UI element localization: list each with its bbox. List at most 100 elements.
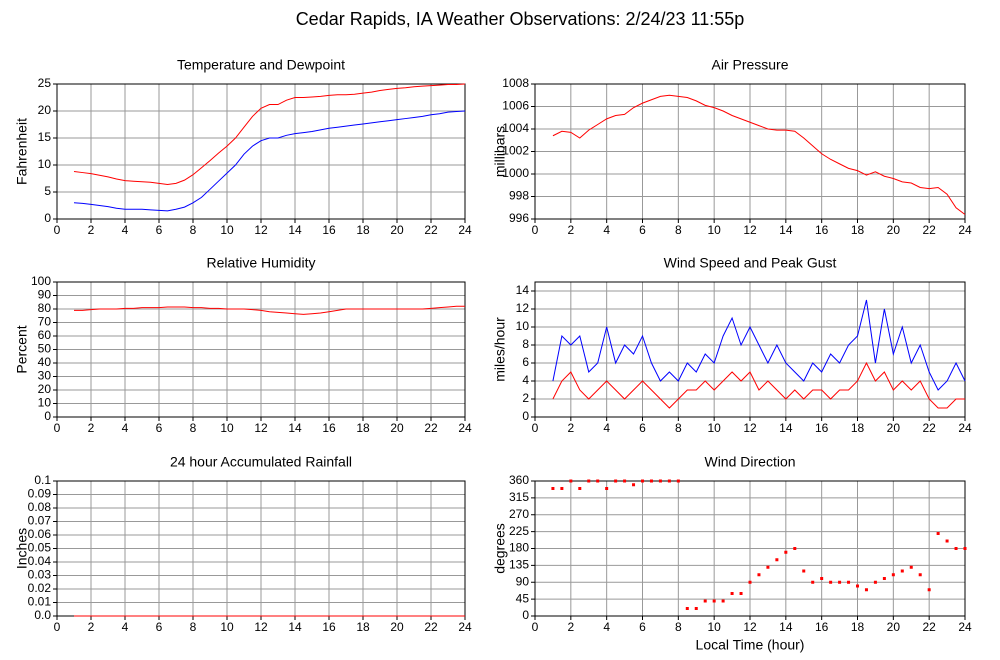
data-point [838, 580, 842, 584]
data-line [73, 110, 466, 212]
x-tick-label: 2 [567, 421, 574, 435]
x-tick-label: 22 [922, 223, 936, 237]
plot-frame [534, 281, 966, 418]
data-point [694, 607, 698, 610]
y-tick-label: 15 [38, 130, 52, 144]
y-tick-label: 1000 [502, 166, 529, 180]
x-tick-label: 16 [815, 223, 829, 237]
x-tick-label: 6 [156, 421, 163, 435]
x-tick-label: 12 [254, 620, 268, 634]
data-point [963, 547, 967, 550]
x-tick-label: 24 [458, 620, 472, 634]
y-tick-label: 1002 [502, 144, 529, 158]
y-tick-label: 60 [38, 328, 52, 342]
x-tick-label: 16 [322, 223, 336, 237]
x-tick-label: 22 [424, 620, 438, 634]
x-tick-label: 18 [851, 223, 865, 237]
y-tick-label: 20 [38, 382, 52, 396]
y-axis-label: Percent [14, 325, 30, 373]
y-tick-label: 270 [509, 507, 529, 521]
x-tick-label: 24 [458, 421, 472, 435]
data-point [811, 580, 815, 584]
data-point [891, 573, 895, 577]
x-tick-label: 6 [639, 620, 646, 634]
y-tick-label: 180 [509, 541, 529, 555]
y-tick-label: 0 [44, 211, 51, 225]
x-tick-label: 18 [356, 223, 370, 237]
y-tick-label: 225 [509, 524, 529, 538]
x-tick-label: 16 [322, 421, 336, 435]
plot-frame [56, 83, 466, 220]
y-axis-label: Inches [14, 528, 30, 569]
y-tick-label: 10 [38, 396, 52, 410]
y-tick-label: 0.1 [34, 473, 51, 487]
data-point [623, 479, 627, 483]
y-tick-label: 4 [522, 373, 529, 387]
y-tick-label: 30 [38, 369, 52, 383]
data-point [864, 588, 868, 592]
data-point [927, 588, 931, 592]
chart-title: Air Pressure [711, 57, 788, 73]
y-axis-label: miles/hour [492, 317, 508, 382]
y-tick-label: 135 [509, 558, 529, 572]
x-tick-label: 8 [190, 620, 197, 634]
data-line [552, 361, 965, 409]
x-tick-label: 14 [779, 421, 793, 435]
y-tick-label: 40 [38, 355, 52, 369]
data-line [73, 83, 466, 185]
data-point [685, 607, 689, 610]
y-tick-label: 10 [516, 319, 530, 333]
x-tick-label: 12 [743, 620, 757, 634]
y-tick-label: 25 [38, 76, 52, 90]
chart-title: Wind Speed and Peak Gust [664, 255, 837, 271]
x-tick-label: 14 [288, 223, 302, 237]
x-tick-label: 4 [603, 421, 610, 435]
x-tick-label: 10 [707, 223, 721, 237]
x-tick-label: 22 [424, 223, 438, 237]
x-tick-label: 0 [532, 421, 539, 435]
y-tick-label: 0.01 [28, 595, 52, 609]
data-point [945, 539, 949, 543]
x-tick-label: 6 [639, 421, 646, 435]
data-line [552, 299, 966, 391]
x-tick-label: 4 [603, 620, 610, 634]
x-tick-label: 20 [390, 421, 404, 435]
x-tick-label: 0 [532, 223, 539, 237]
x-tick-label: 20 [390, 223, 404, 237]
data-point [918, 573, 922, 577]
data-point [936, 532, 940, 535]
y-tick-label: 2 [522, 391, 529, 405]
data-point [551, 487, 555, 490]
x-tick-label: 12 [254, 421, 268, 435]
x-tick-label: 12 [743, 223, 757, 237]
x-tick-label: 24 [958, 223, 972, 237]
y-tick-label: 50 [38, 342, 52, 356]
x-axis-label: Local Time (hour) [696, 637, 805, 653]
data-point [667, 479, 671, 483]
y-tick-label: 996 [509, 211, 529, 225]
data-point [766, 565, 770, 569]
x-tick-label: 14 [288, 421, 302, 435]
y-tick-label: 0.07 [28, 514, 52, 528]
y-tick-label: 0.05 [28, 541, 52, 555]
y-tick-label: 0 [522, 409, 529, 423]
data-point [748, 580, 752, 584]
y-tick-label: 0.03 [28, 568, 52, 582]
x-tick-label: 4 [122, 620, 129, 634]
y-tick-label: 0.09 [28, 487, 52, 501]
y-tick-label: 100 [31, 274, 51, 288]
data-point [775, 558, 779, 562]
y-tick-label: 1008 [502, 76, 529, 90]
x-tick-label: 22 [922, 620, 936, 634]
x-tick-label: 14 [288, 620, 302, 634]
y-tick-label: 90 [516, 574, 530, 588]
data-point [900, 569, 904, 573]
x-tick-label: 12 [743, 421, 757, 435]
data-point [793, 547, 797, 550]
x-tick-label: 14 [779, 620, 793, 634]
data-point [856, 584, 859, 588]
x-tick-label: 6 [639, 223, 646, 237]
data-point [587, 479, 591, 483]
data-point [873, 580, 877, 584]
